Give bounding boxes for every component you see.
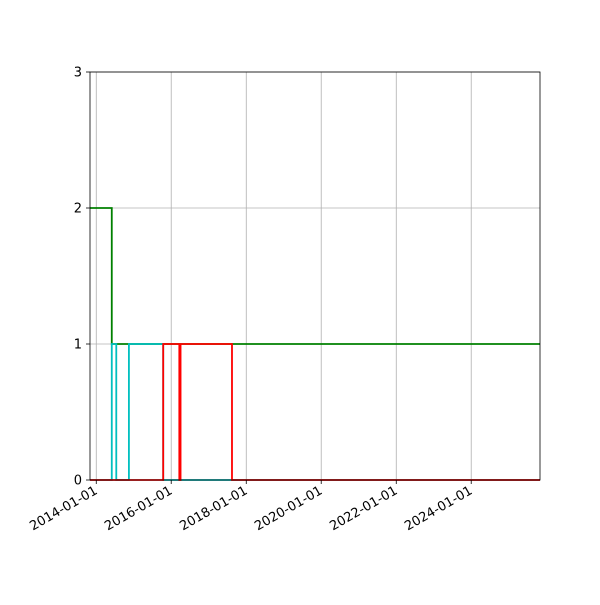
series-line-0: [90, 207, 540, 345]
plot-frame: [89, 71, 541, 481]
y-tick-label-2: 2: [74, 202, 82, 217]
y-axis: 0 1 2 3: [74, 66, 90, 489]
y-tick-label-1: 1: [74, 338, 82, 353]
y-tick-label-0: 0: [74, 474, 82, 489]
y-tick-label-3: 3: [74, 66, 82, 81]
